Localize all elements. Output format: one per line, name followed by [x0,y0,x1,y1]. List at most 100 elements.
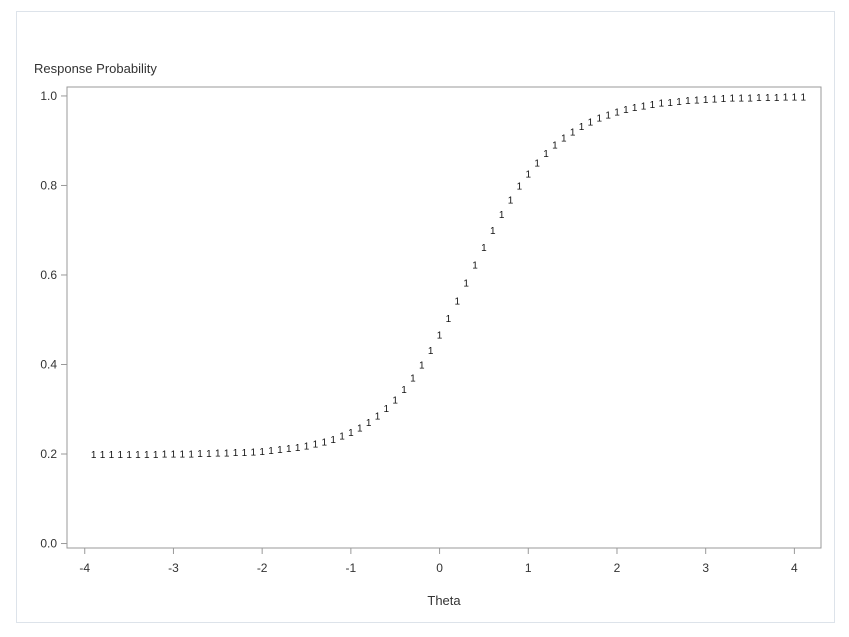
data-point: 1 [392,395,398,406]
data-point: 1 [100,450,106,461]
data-point: 1 [215,449,221,460]
data-point: 1 [321,437,327,448]
x-tick-label: 4 [791,561,798,575]
data-point: 1 [330,435,336,446]
data-point: 1 [561,134,567,145]
data-point: 1 [384,404,390,415]
data-point: 1 [676,97,682,108]
data-point: 1 [721,94,727,105]
data-point: 1 [357,424,363,435]
data-point: 1 [91,450,97,461]
x-tick-label: -3 [168,561,179,575]
data-point: 1 [800,92,806,103]
data-point: 1 [446,314,452,325]
data-point: 1 [171,450,177,461]
x-tick-label: -4 [79,561,90,575]
data-point: 1 [295,443,301,454]
y-axis: 0.0 0.2 0.4 0.6 0.8 1.0 [40,89,67,551]
x-tick-label: 2 [614,561,621,575]
data-point: 1 [738,93,744,104]
data-point: 1 [206,449,212,460]
data-point: 1 [543,149,549,160]
data-point: 1 [251,447,257,458]
data-markers: 1 1 1 1 1 1 1 1 1 1 1 1 1 1 1 1 1 1 1 1 1 1 1 1 1 1 1 1 1 1 1 111111111… [91,92,807,461]
data-point: 1 [144,450,150,461]
data-point: 1 [517,181,523,192]
y-tick-label: 0.2 [40,447,57,461]
data-point: 1 [659,99,665,110]
data-point: 1 [694,96,700,107]
data-point: 1 [685,96,691,107]
data-point: 1 [641,101,647,112]
data-point: 1 [490,226,496,237]
x-tick-label: 1 [525,561,532,575]
data-point: 1 [703,95,709,106]
data-point: 1 [259,447,265,458]
data-point: 1 [268,446,274,457]
data-point: 1 [126,450,132,461]
plot-area [66,86,822,549]
data-point: 1 [747,93,753,104]
data-point: 1 [153,450,159,461]
data-point: 1 [366,418,372,429]
y-axis-title: Response Probability [34,61,157,76]
data-point: 1 [188,450,194,461]
data-point: 1 [463,279,469,290]
data-point: 1 [313,440,319,451]
data-point: 1 [348,428,354,439]
y-tick-label: 0.0 [40,537,57,551]
data-point: 1 [197,449,203,460]
x-axis: -4 -3 -2 -1 0 1 2 3 4 [79,548,798,575]
y-tick-label: 0.6 [40,268,57,282]
data-point: 1 [419,360,425,371]
data-point: 1 [596,113,602,124]
data-point: 1 [455,296,461,307]
y-tick-label: 0.4 [40,357,57,371]
data-point: 1 [410,373,416,384]
data-point: 1 [534,159,540,170]
data-point: 1 [632,103,638,114]
data-point: 1 [650,100,656,111]
data-point: 1 [730,94,736,105]
data-point: 1 [224,449,230,460]
data-point: 1 [375,412,381,423]
data-point: 1 [667,98,673,109]
x-tick-label: 3 [702,561,709,575]
x-axis-title: Theta [427,593,461,608]
y-tick-label: 1.0 [40,89,57,103]
x-tick-label: -1 [346,561,357,575]
data-point: 1 [401,385,407,396]
data-point: 1 [525,169,531,180]
data-point: 1 [472,261,478,272]
data-point: 1 [286,444,292,455]
data-point: 1 [783,92,789,103]
x-tick-label: 0 [436,561,443,575]
data-point: 1 [765,93,771,104]
data-point: 1 [162,450,168,461]
data-point: 1 [756,93,762,104]
data-point: 1 [180,450,186,461]
data-point: 1 [499,210,505,221]
data-point: 1 [605,110,611,121]
chart-frame [16,11,835,623]
data-point: 1 [277,445,283,456]
data-point: 1 [481,243,487,254]
data-point: 1 [117,450,123,461]
data-point: 1 [792,92,798,103]
data-point: 1 [437,331,443,342]
x-tick-label: -2 [257,561,268,575]
data-point: 1 [774,93,780,104]
data-point: 1 [304,442,310,453]
data-point: 1 [579,122,585,133]
data-point: 1 [135,450,141,461]
data-point: 1 [552,141,558,152]
data-point: 1 [614,108,620,119]
data-point: 1 [242,448,248,459]
data-point: 1 [588,117,594,128]
data-point: 1 [339,432,345,443]
data-point: 1 [712,95,718,106]
data-point: 1 [570,127,576,138]
data-point: 1 [428,346,434,357]
data-point: 1 [109,450,115,461]
